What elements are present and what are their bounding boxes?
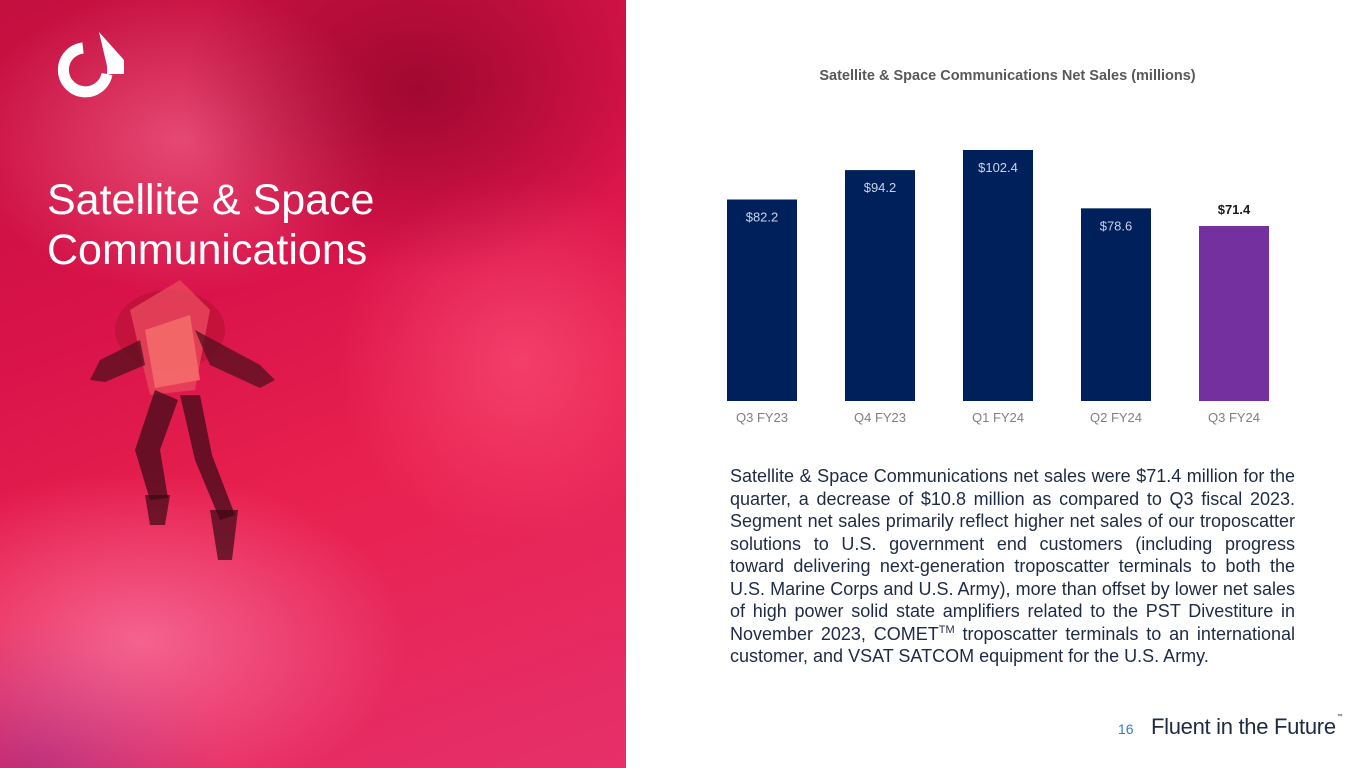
bar-q3-fy23 (727, 199, 797, 401)
brand-tagline: Fluent in the Future™ (1151, 714, 1343, 740)
chart-title: Satellite & Space Communications Net Sal… (819, 68, 1196, 84)
page-number: 16 (1118, 721, 1134, 737)
data-label: $102.4 (978, 160, 1018, 175)
x-tick-label: Q2 FY24 (1090, 410, 1142, 425)
section-title-line1: Satellite & Space (47, 176, 375, 224)
data-label: $82.2 (746, 210, 779, 225)
hero-panel: Satellite & Space Communications (0, 0, 626, 768)
bar-q4-fy23 (845, 170, 915, 401)
x-tick-label: Q3 FY23 (736, 410, 788, 425)
description-text-continued: troposcatter terminals to an internation… (730, 623, 1295, 667)
section-title: Satellite & Space Communications (47, 175, 567, 275)
net-sales-bar-chart: $82.2 Q3 FY23 $94.2 Q4 FY23 $102.4 Q1 FY24 $78… (727, 150, 1269, 425)
brand-tagline-tm: ™ (1336, 714, 1343, 720)
segment-description: Satellite & Space Communications net sal… (730, 465, 1295, 668)
x-tick-label: Q4 FY23 (854, 410, 906, 425)
x-tick-label: Q1 FY24 (972, 410, 1024, 425)
brand-tagline-text: Fluent in the Future (1151, 714, 1336, 739)
trademark-superscript: TM (938, 623, 955, 636)
data-label: $94.2 (864, 180, 897, 195)
bar-q2-fy24 (1081, 208, 1151, 401)
bar-q3-fy24 (1199, 225, 1269, 401)
description-text: Satellite & Space Communications net sal… (730, 466, 1295, 644)
data-label: $71.4 (1218, 202, 1251, 217)
skydiver-illustration (90, 280, 275, 560)
x-tick-label: Q3 FY24 (1208, 410, 1260, 425)
bar-q1-fy24 (963, 150, 1033, 401)
company-logo (57, 32, 124, 98)
data-label: $78.6 (1100, 218, 1133, 233)
section-title-line2: Communications (47, 226, 368, 274)
